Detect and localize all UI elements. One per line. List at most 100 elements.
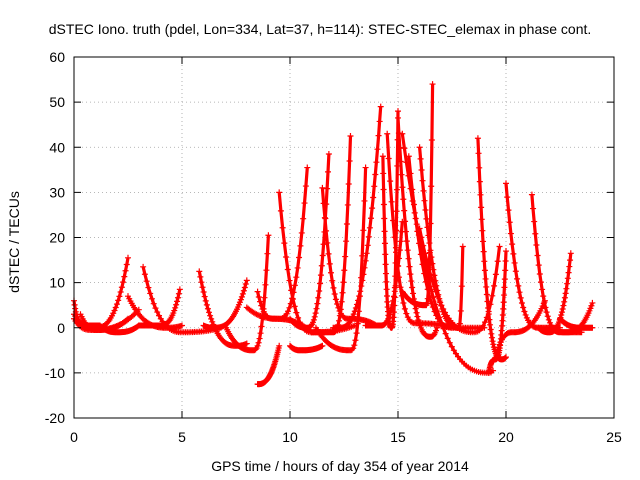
data-point bbox=[284, 266, 291, 273]
data-point bbox=[480, 238, 487, 245]
y-tick-label: 60 bbox=[49, 49, 65, 65]
data-point bbox=[565, 269, 572, 276]
data-point bbox=[561, 298, 568, 305]
data-point bbox=[252, 346, 259, 353]
data-point bbox=[201, 293, 208, 300]
data-point bbox=[361, 264, 368, 271]
data-point bbox=[363, 250, 370, 257]
data-point bbox=[426, 240, 433, 247]
data-point bbox=[534, 252, 541, 259]
data-point bbox=[334, 300, 341, 307]
data-point bbox=[391, 294, 398, 301]
data-point bbox=[561, 294, 568, 301]
data-point bbox=[254, 342, 261, 349]
data-marks bbox=[71, 81, 596, 388]
data-point bbox=[291, 303, 298, 310]
data-point bbox=[400, 299, 407, 306]
data-point bbox=[281, 240, 288, 247]
data-point bbox=[120, 279, 127, 286]
data-point bbox=[407, 271, 414, 278]
data-point bbox=[383, 278, 390, 285]
data-point bbox=[393, 186, 400, 193]
data-point bbox=[395, 108, 401, 115]
data-point bbox=[501, 292, 508, 299]
data-point bbox=[416, 225, 423, 232]
data-point bbox=[421, 197, 428, 204]
data-point bbox=[379, 153, 386, 160]
data-point bbox=[123, 261, 130, 268]
data-point bbox=[111, 307, 118, 314]
data-point bbox=[293, 274, 300, 281]
data-point bbox=[345, 320, 352, 327]
data-point bbox=[286, 277, 293, 284]
data-point bbox=[125, 254, 131, 261]
data-point bbox=[355, 297, 362, 304]
data-point bbox=[276, 342, 283, 349]
data-point bbox=[121, 273, 128, 280]
data-point bbox=[285, 308, 292, 315]
data-point bbox=[499, 312, 506, 319]
data-point bbox=[512, 268, 519, 275]
data-point bbox=[587, 305, 594, 312]
data-point bbox=[448, 343, 455, 350]
data-point bbox=[175, 290, 182, 297]
data-point bbox=[240, 287, 247, 294]
data-point bbox=[391, 284, 398, 291]
data-point bbox=[485, 311, 492, 318]
data-point bbox=[482, 275, 489, 282]
data-point bbox=[459, 243, 466, 250]
data-point bbox=[517, 294, 524, 301]
data-point bbox=[487, 326, 494, 333]
data-point bbox=[261, 294, 268, 301]
data-point bbox=[559, 305, 566, 312]
data-point bbox=[263, 267, 270, 274]
data-point bbox=[490, 341, 497, 348]
data-point bbox=[371, 183, 378, 190]
data-point bbox=[533, 242, 540, 249]
data-point bbox=[502, 267, 509, 274]
data-point bbox=[588, 302, 595, 309]
data-point bbox=[481, 267, 488, 274]
data-point bbox=[264, 250, 271, 257]
data-point bbox=[478, 216, 485, 223]
data-point bbox=[208, 315, 215, 322]
data-point bbox=[357, 288, 364, 295]
data-point bbox=[480, 322, 487, 329]
data-point bbox=[352, 305, 359, 312]
data-series-arc bbox=[222, 232, 272, 354]
data-point bbox=[339, 289, 346, 296]
data-point bbox=[315, 294, 322, 301]
data-point bbox=[300, 215, 307, 222]
data-point bbox=[297, 242, 304, 249]
data-series-arc bbox=[557, 315, 596, 331]
data-point bbox=[384, 293, 391, 300]
data-point bbox=[411, 209, 418, 216]
data-point bbox=[358, 283, 365, 290]
data-point bbox=[545, 316, 552, 323]
axis-ticks: 0 5 10 15 20 25 -20 -10 0 10 20 30 40 50 60 bbox=[45, 49, 622, 445]
data-point bbox=[413, 221, 420, 228]
data-point bbox=[298, 229, 305, 236]
data-point bbox=[521, 308, 528, 315]
data-point bbox=[496, 341, 503, 348]
data-point bbox=[484, 298, 491, 305]
data-point bbox=[203, 301, 210, 308]
data-point bbox=[395, 114, 401, 121]
data-point bbox=[491, 282, 498, 289]
data-point bbox=[383, 286, 390, 293]
data-point bbox=[317, 280, 324, 287]
data-point bbox=[440, 305, 447, 312]
data-point bbox=[442, 309, 449, 316]
data-point bbox=[405, 255, 412, 262]
data-point bbox=[112, 304, 119, 311]
data-point bbox=[476, 164, 483, 171]
data-point bbox=[499, 317, 506, 324]
data-point bbox=[390, 309, 397, 316]
data-point bbox=[382, 270, 389, 277]
data-point bbox=[398, 171, 405, 178]
data-point bbox=[438, 302, 445, 309]
data-point bbox=[488, 334, 495, 341]
data-point bbox=[276, 189, 283, 196]
data-point bbox=[417, 155, 424, 162]
x-tick-label: 0 bbox=[70, 429, 78, 445]
